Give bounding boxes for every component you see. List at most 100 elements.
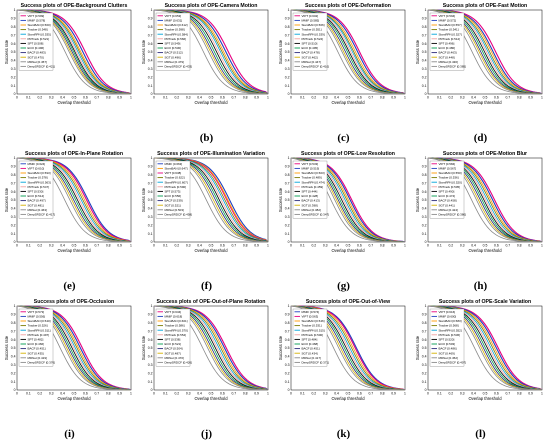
legend-entry: MDNet [0.503] [165, 208, 185, 212]
y-tick-label: 0.8 [285, 173, 290, 177]
legend-entry: SGT [0.398] [302, 203, 318, 207]
legend-entry: MDNet [0.382] [302, 208, 322, 212]
legend-entry: VIPT [0.594] [439, 14, 456, 18]
subfigure-label: (b) [199, 132, 214, 144]
x-tick-label: 0.7 [231, 392, 236, 396]
legend-entry: PRTrack [0.547] [28, 185, 50, 189]
series-line [153, 157, 269, 243]
y-tick-label: 1 [288, 304, 290, 308]
x-tick-label: 0.1 [437, 392, 442, 396]
y-axis-label: Success rate [415, 39, 420, 64]
x-tick-label: 0.8 [380, 244, 385, 248]
legend-entry: SPT [0.573] [165, 190, 181, 194]
x-tick-label: 0.2 [174, 392, 179, 396]
y-tick-label: 1 [151, 304, 153, 308]
legend-entry: SGT [0.487] [165, 351, 181, 355]
legend-entry: BACF [0.451] [28, 347, 46, 351]
legend-entry: SGT [0.470] [28, 55, 44, 59]
x-tick-label: 0.9 [254, 96, 259, 100]
legend-entry: DeepSRDCF [0.376] [28, 361, 56, 365]
x-tick-label: 0.4 [334, 244, 339, 248]
chart-panel: Success plots of OPE-Background Clutters… [1, 0, 138, 148]
x-tick-label: 0.7 [368, 96, 373, 100]
y-tick-label: 1 [14, 8, 16, 12]
y-tick-label: 0.1 [422, 232, 427, 236]
x-tick-label: 0.9 [528, 244, 533, 248]
y-tick-label: 1 [425, 304, 427, 308]
y-tick-label: 0.2 [285, 223, 290, 227]
x-tick-label: 0 [290, 392, 292, 396]
legend-entry: MDNet [0.417] [302, 356, 322, 360]
x-tick-label: 1 [404, 96, 406, 100]
y-tick-label: 0.4 [11, 207, 16, 211]
y-tick-label: 0.9 [148, 165, 153, 169]
x-tick-label: 0.2 [37, 244, 42, 248]
y-tick-label: 0.6 [11, 338, 16, 342]
y-axis-label: Success rate [415, 187, 420, 212]
legend-entry: SPT [0.549] [165, 42, 181, 46]
legend-entry: DeepSRDCF [0.410] [302, 65, 330, 69]
x-tick-label: 0.8 [243, 96, 248, 100]
x-axis-label: Overlap threshold [57, 248, 91, 253]
legend-entry: MMIF [0.574] [302, 310, 320, 314]
y-tick-label: 0.3 [285, 67, 290, 71]
y-tick-label: 0.7 [148, 33, 153, 37]
x-tick-label: 0.1 [437, 244, 442, 248]
legend-entry: SiamBAN [0.593] [28, 171, 51, 175]
y-tick-label: 0.8 [422, 25, 427, 29]
legend-entry: PRTrack [0.521] [28, 37, 50, 41]
y-tick-label: 0.5 [422, 198, 427, 202]
legend-entry: MDNet [0.447] [302, 60, 322, 64]
series-line [16, 157, 132, 243]
x-tick-label: 0.9 [117, 392, 122, 396]
y-tick-label: 0.5 [285, 346, 290, 350]
x-tick-label: 0.3 [460, 96, 465, 100]
legend-entry: ECO [0.503] [439, 342, 456, 346]
x-tick-label: 0.9 [528, 392, 533, 396]
x-tick-label: 0.9 [254, 392, 259, 396]
y-tick-label: 0.1 [148, 380, 153, 384]
x-tick-label: 0.1 [300, 96, 305, 100]
legend-entry: BACF [0.458] [439, 199, 457, 203]
x-tick-label: 0.6 [357, 244, 362, 248]
x-axis-label: Overlap threshold [194, 396, 228, 401]
y-tick-label: 0.7 [422, 181, 427, 185]
success-plot: Success plots of OPE-Illumination Variat… [141, 151, 269, 253]
success-plot: Success plots of OPE-Fast Motion 0 0.1 0.2 0… [415, 3, 543, 105]
x-tick-label: 0.7 [505, 96, 510, 100]
x-tick-label: 0.7 [94, 96, 99, 100]
x-tick-label: 1 [404, 392, 406, 396]
legend-box [292, 12, 328, 71]
y-tick-label: 0.9 [285, 313, 290, 317]
y-axis-label: Success rate [141, 187, 146, 212]
legend-entry: SiamBAN [0.566] [302, 23, 325, 27]
x-axis-label: Overlap threshold [468, 396, 502, 401]
legend-entry: SGT [0.448] [439, 55, 455, 59]
y-tick-label: 0 [425, 388, 427, 392]
legend-entry: MDNet [0.470] [165, 356, 185, 360]
legend-entry: PRTrack [0.536] [439, 333, 461, 337]
x-tick-label: 0.4 [471, 96, 476, 100]
x-tick-label: 0.3 [186, 244, 191, 248]
legend-entry: SiamRPN [0.527] [439, 32, 462, 36]
y-tick-label: 0.5 [285, 198, 290, 202]
x-tick-label: 0.6 [494, 244, 499, 248]
legend-entry: PRTrack [0.512] [439, 37, 461, 41]
y-tick-label: 0.8 [422, 321, 427, 325]
legend-entry: DeepSRDCF [0.421] [28, 65, 56, 69]
y-tick-label: 1 [14, 304, 16, 308]
y-axis-label: Success rate [4, 39, 9, 64]
legend-box [292, 308, 328, 367]
legend-entry: PRTrack [0.497] [28, 333, 50, 337]
subfigure-label: (g) [337, 280, 350, 292]
chart-title: Success plots of OPE-Low Resolution [301, 151, 395, 157]
x-axis-label: Overlap threshold [57, 100, 91, 105]
x-tick-label: 0.3 [186, 392, 191, 396]
legend-entry: ECO [0.530] [165, 46, 182, 50]
x-tick-label: 0.2 [37, 392, 42, 396]
x-tick-label: 1 [404, 244, 406, 248]
x-axis-label: Overlap threshold [194, 100, 228, 105]
legend-entry: MDNet [0.452] [439, 356, 459, 360]
x-tick-label: 0 [290, 244, 292, 248]
x-tick-label: 1 [541, 392, 543, 396]
